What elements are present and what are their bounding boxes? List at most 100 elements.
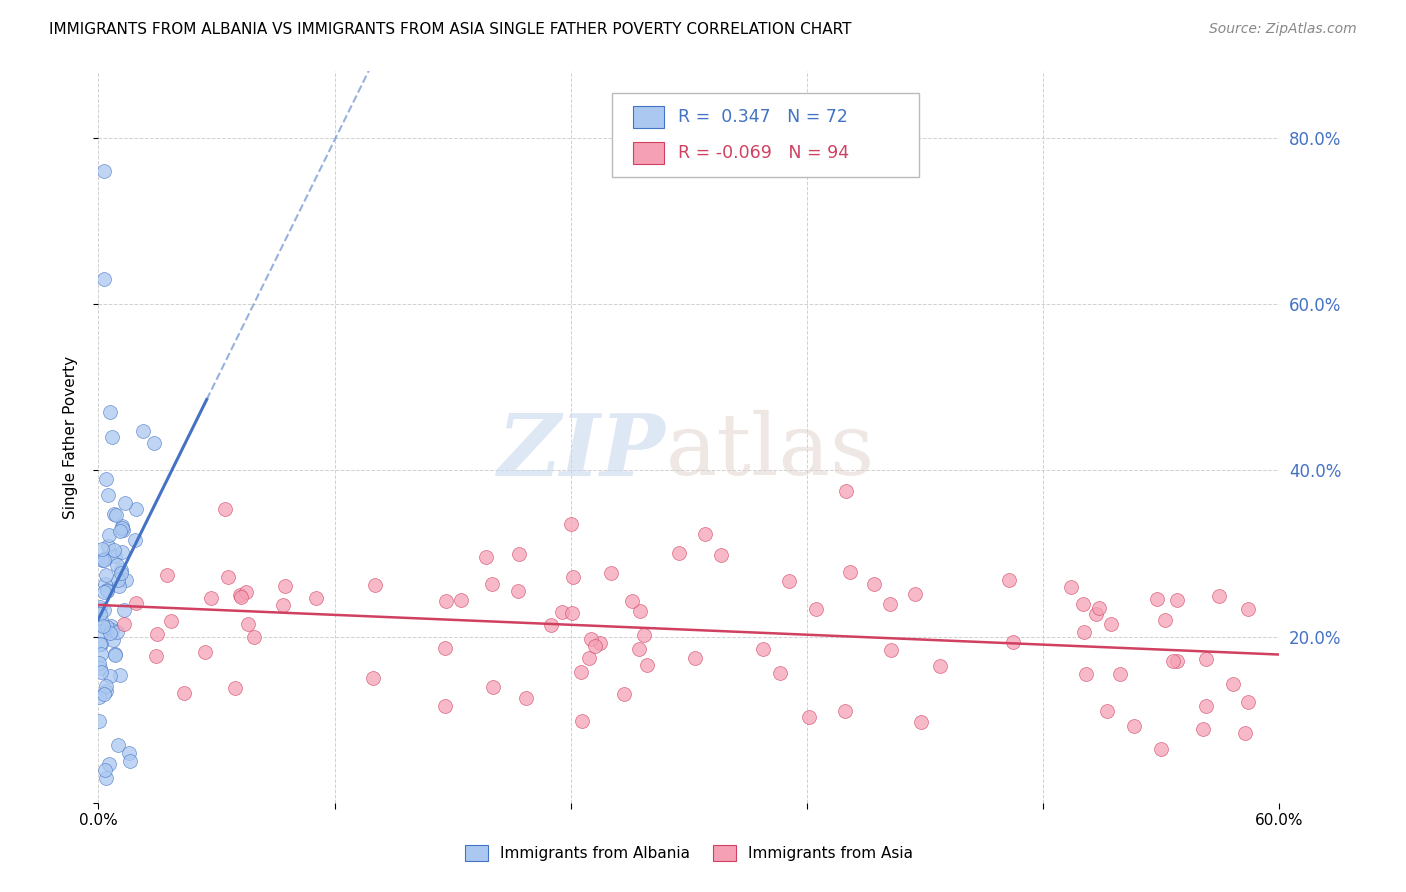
Point xyxy=(96,539,118,553)
Point xyxy=(89,656,111,670)
Point xyxy=(98,669,121,683)
Point xyxy=(271,598,294,612)
FancyBboxPatch shape xyxy=(634,106,664,128)
Point xyxy=(115,573,138,587)
Point xyxy=(904,587,927,601)
Point xyxy=(114,496,136,510)
Point xyxy=(540,618,562,632)
Point xyxy=(508,583,530,598)
Point xyxy=(111,545,134,559)
Point xyxy=(1071,597,1094,611)
Point xyxy=(515,691,537,706)
Point xyxy=(482,680,505,694)
Point xyxy=(636,658,658,673)
Point xyxy=(1073,624,1095,639)
Point xyxy=(599,566,621,580)
Point xyxy=(108,667,131,681)
Point xyxy=(1161,654,1184,668)
Point xyxy=(1166,654,1188,668)
Point xyxy=(752,642,775,657)
Text: Source: ZipAtlas.com: Source: ZipAtlas.com xyxy=(1209,22,1357,37)
Point xyxy=(156,567,179,582)
Text: atlas: atlas xyxy=(665,410,875,493)
Point xyxy=(997,573,1019,587)
Point xyxy=(613,687,636,701)
Point xyxy=(96,584,118,599)
Point xyxy=(93,619,115,633)
Point xyxy=(89,599,111,614)
Point xyxy=(1095,704,1118,718)
Point xyxy=(108,524,131,539)
Text: ZIP: ZIP xyxy=(498,410,665,493)
Point xyxy=(361,671,384,685)
Point xyxy=(124,533,146,547)
Point xyxy=(1153,613,1175,627)
Point xyxy=(94,550,117,565)
Point xyxy=(108,579,131,593)
Point xyxy=(583,639,606,653)
Point xyxy=(778,574,800,588)
Point xyxy=(928,659,950,673)
Point xyxy=(668,546,690,560)
Point xyxy=(89,637,111,651)
Y-axis label: Single Father Poverty: Single Father Poverty xyxy=(63,356,77,518)
Point xyxy=(93,687,115,701)
Point xyxy=(98,405,121,419)
Point xyxy=(274,579,297,593)
Point xyxy=(104,647,127,661)
Point xyxy=(1146,591,1168,606)
Point xyxy=(118,754,141,768)
Point xyxy=(94,576,117,591)
Point xyxy=(224,681,246,696)
Point xyxy=(160,614,183,628)
Point xyxy=(834,704,856,718)
Point xyxy=(104,508,127,522)
Point xyxy=(98,528,121,542)
Point xyxy=(305,591,328,606)
Point xyxy=(89,714,111,729)
Point xyxy=(110,563,132,577)
Point xyxy=(1236,602,1258,616)
Point xyxy=(94,771,117,785)
Point xyxy=(91,615,114,629)
FancyBboxPatch shape xyxy=(634,143,664,164)
Point xyxy=(93,603,115,617)
Point xyxy=(125,502,148,516)
Point xyxy=(101,623,124,637)
Point xyxy=(879,597,901,611)
Point xyxy=(481,577,503,591)
Point xyxy=(111,519,134,533)
Point xyxy=(194,644,217,658)
Point xyxy=(96,472,118,486)
Point xyxy=(111,521,134,535)
Point xyxy=(217,569,239,583)
Point xyxy=(571,665,593,680)
Point xyxy=(508,547,530,561)
Point xyxy=(100,619,122,633)
Point xyxy=(627,642,650,657)
Point xyxy=(862,577,884,591)
Point xyxy=(96,620,118,634)
Point xyxy=(96,679,118,693)
Point xyxy=(91,541,114,556)
Point xyxy=(231,591,253,605)
Point xyxy=(710,548,733,562)
Point xyxy=(96,583,118,598)
FancyBboxPatch shape xyxy=(612,94,920,178)
Point xyxy=(132,424,155,438)
Point xyxy=(229,588,252,602)
Point xyxy=(433,640,456,655)
Point xyxy=(110,566,132,581)
Point xyxy=(90,637,112,651)
Point xyxy=(90,648,112,662)
Point xyxy=(101,633,124,648)
Point xyxy=(364,578,387,592)
Point xyxy=(105,558,128,572)
Point xyxy=(1192,722,1215,736)
Text: R = -0.069   N = 94: R = -0.069 N = 94 xyxy=(678,145,849,162)
Point xyxy=(1123,719,1146,733)
Point xyxy=(89,660,111,674)
Point xyxy=(214,502,236,516)
Point xyxy=(695,526,717,541)
Point xyxy=(111,524,134,538)
